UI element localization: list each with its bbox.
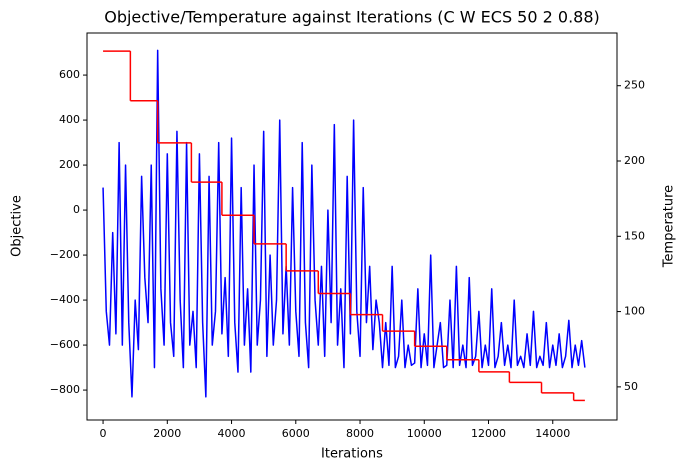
x-tick-label: 12000 [471,427,506,440]
y2-tick-label: 150 [624,229,645,242]
x-tick-label: 14000 [535,427,570,440]
y-tick-label: 600 [59,68,80,81]
x-tick-label: 10000 [407,427,442,440]
objective-line [102,49,586,398]
y-tick-label: −200 [50,248,80,261]
x-tick-label: 8000 [346,427,374,440]
y2-axis-label: Temperature [662,185,677,268]
y-tick-label: 0 [73,203,80,216]
y-tick-label: −800 [50,383,80,396]
y-axis-label: Objective [10,195,25,257]
y2-tick-label: 200 [624,154,645,167]
x-tick-label: 2000 [153,427,181,440]
x-tick-label: 6000 [282,427,310,440]
y2-tick-label: 100 [624,305,645,318]
y-tick-label: −600 [50,338,80,351]
chart-title: Objective/Temperature against Iterations… [104,8,600,27]
y2-tick-label: 250 [624,79,645,92]
y-tick-label: −400 [50,293,80,306]
plot-frame [86,32,618,421]
x-tick-label: 4000 [218,427,246,440]
y-tick-label: 400 [59,113,80,126]
y-tick-label: 200 [59,158,80,171]
x-axis-label: Iterations [321,447,383,462]
x-tick-label: 0 [100,427,107,440]
y2-tick-label: 50 [624,380,638,393]
